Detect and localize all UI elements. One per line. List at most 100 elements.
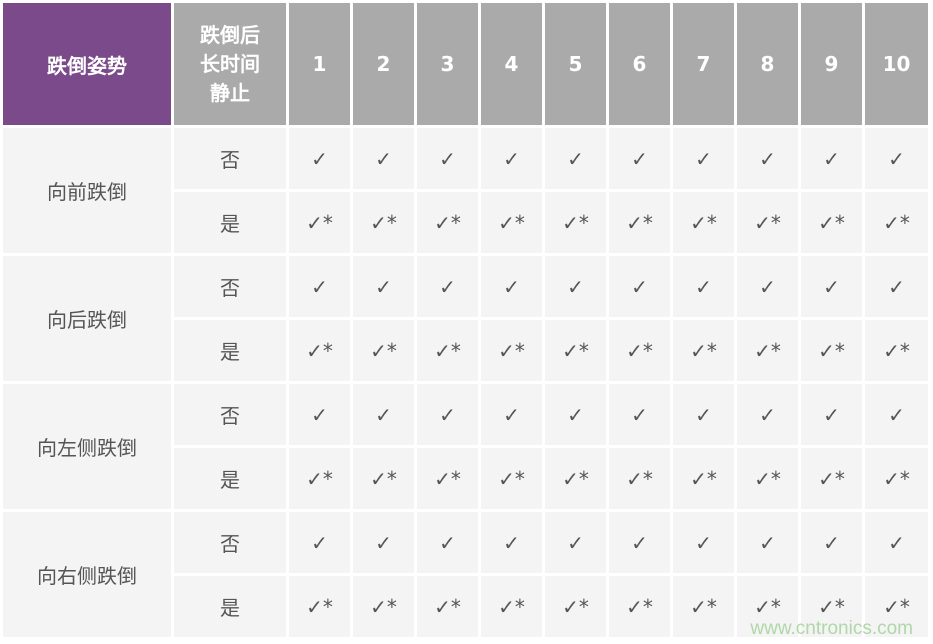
result-cell: ✓ — [481, 128, 542, 189]
result-cell: ✓ — [353, 128, 414, 189]
static-label: 否 — [174, 512, 286, 573]
header-trial-10: 10 — [865, 3, 928, 125]
result-cell: ✓ — [673, 384, 734, 445]
result-cell: ✓* — [737, 320, 798, 381]
result-cell: ✓* — [865, 576, 928, 637]
result-cell: ✓ — [737, 128, 798, 189]
result-cell: ✓* — [737, 576, 798, 637]
result-cell: ✓* — [353, 320, 414, 381]
header-trial-6: 6 — [609, 3, 670, 125]
result-cell: ✓ — [609, 512, 670, 573]
header-trial-4: 4 — [481, 3, 542, 125]
result-cell: ✓ — [481, 256, 542, 317]
result-cell: ✓ — [289, 256, 350, 317]
result-cell: ✓ — [737, 384, 798, 445]
result-cell: ✓* — [737, 448, 798, 509]
static-label: 是 — [174, 192, 286, 253]
static-label: 否 — [174, 256, 286, 317]
result-cell: ✓* — [801, 192, 862, 253]
result-cell: ✓ — [801, 512, 862, 573]
posture-label: 向左侧跌倒 — [3, 384, 171, 509]
result-cell: ✓ — [545, 512, 606, 573]
result-cell: ✓* — [865, 192, 928, 253]
result-cell: ✓ — [353, 384, 414, 445]
result-cell: ✓* — [609, 192, 670, 253]
result-cell: ✓ — [673, 512, 734, 573]
result-cell: ✓* — [673, 576, 734, 637]
result-cell: ✓ — [417, 256, 478, 317]
static-label: 是 — [174, 448, 286, 509]
result-cell: ✓* — [481, 448, 542, 509]
result-cell: ✓* — [545, 320, 606, 381]
result-cell: ✓* — [801, 576, 862, 637]
result-cell: ✓* — [289, 320, 350, 381]
result-cell: ✓ — [801, 256, 862, 317]
result-cell: ✓ — [801, 384, 862, 445]
header-trial-2: 2 — [353, 3, 414, 125]
result-cell: ✓ — [353, 512, 414, 573]
result-cell: ✓ — [801, 128, 862, 189]
result-cell: ✓ — [545, 128, 606, 189]
result-cell: ✓ — [609, 128, 670, 189]
static-label: 否 — [174, 128, 286, 189]
result-cell: ✓ — [609, 256, 670, 317]
fall-detection-table: 跌倒姿势 跌倒后 长时间 静止 1 2 3 4 5 6 7 8 9 10 向前跌倒否 ✓ ✓ ✓ ✓ ✓ ✓ ✓ ✓… — [3, 3, 928, 637]
result-cell: ✓ — [481, 384, 542, 445]
result-cell: ✓ — [353, 256, 414, 317]
result-cell: ✓* — [545, 576, 606, 637]
header-trial-9: 9 — [801, 3, 862, 125]
header-static-line: 长时间 — [200, 51, 260, 76]
static-label: 是 — [174, 320, 286, 381]
result-cell: ✓* — [353, 576, 414, 637]
result-cell: ✓ — [737, 256, 798, 317]
result-cell: ✓* — [673, 448, 734, 509]
result-cell: ✓ — [289, 128, 350, 189]
result-cell: ✓* — [417, 192, 478, 253]
result-cell: ✓* — [673, 192, 734, 253]
result-cell: ✓* — [865, 320, 928, 381]
result-cell: ✓* — [609, 448, 670, 509]
result-cell: ✓* — [545, 192, 606, 253]
watermark: www.cntronics.com — [750, 618, 913, 639]
result-cell: ✓ — [673, 256, 734, 317]
result-cell: ✓ — [865, 128, 928, 189]
result-cell: ✓ — [545, 256, 606, 317]
result-cell: ✓ — [289, 512, 350, 573]
result-cell: ✓* — [609, 320, 670, 381]
header-static-line: 静止 — [210, 80, 250, 105]
result-cell: ✓* — [289, 576, 350, 637]
header-trial-3: 3 — [417, 3, 478, 125]
result-cell: ✓ — [481, 512, 542, 573]
result-cell: ✓ — [737, 512, 798, 573]
header-trial-8: 8 — [737, 3, 798, 125]
result-cell: ✓* — [289, 448, 350, 509]
static-label: 是 — [174, 576, 286, 637]
result-cell: ✓ — [865, 512, 928, 573]
result-cell: ✓ — [417, 512, 478, 573]
result-cell: ✓ — [289, 384, 350, 445]
result-cell: ✓* — [417, 448, 478, 509]
result-cell: ✓* — [289, 192, 350, 253]
result-cell: ✓* — [801, 448, 862, 509]
result-cell: ✓* — [865, 448, 928, 509]
posture-label: 向右侧跌倒 — [3, 512, 171, 637]
result-cell: ✓* — [353, 448, 414, 509]
result-cell: ✓* — [481, 576, 542, 637]
result-cell: ✓ — [417, 384, 478, 445]
posture-label: 向前跌倒 — [3, 128, 171, 253]
result-cell: ✓ — [417, 128, 478, 189]
header-static-line: 跌倒后 — [200, 22, 260, 47]
posture-label: 向后跌倒 — [3, 256, 171, 381]
header-trial-7: 7 — [673, 3, 734, 125]
result-cell: ✓* — [481, 192, 542, 253]
header-trial-1: 1 — [289, 3, 350, 125]
result-cell: ✓ — [609, 384, 670, 445]
result-cell: ✓* — [417, 320, 478, 381]
result-cell: ✓ — [673, 128, 734, 189]
header-static: 跌倒后 长时间 静止 — [174, 3, 286, 125]
result-cell: ✓* — [673, 320, 734, 381]
result-cell: ✓* — [417, 576, 478, 637]
header-trial-5: 5 — [545, 3, 606, 125]
static-label: 否 — [174, 384, 286, 445]
result-cell: ✓* — [545, 448, 606, 509]
